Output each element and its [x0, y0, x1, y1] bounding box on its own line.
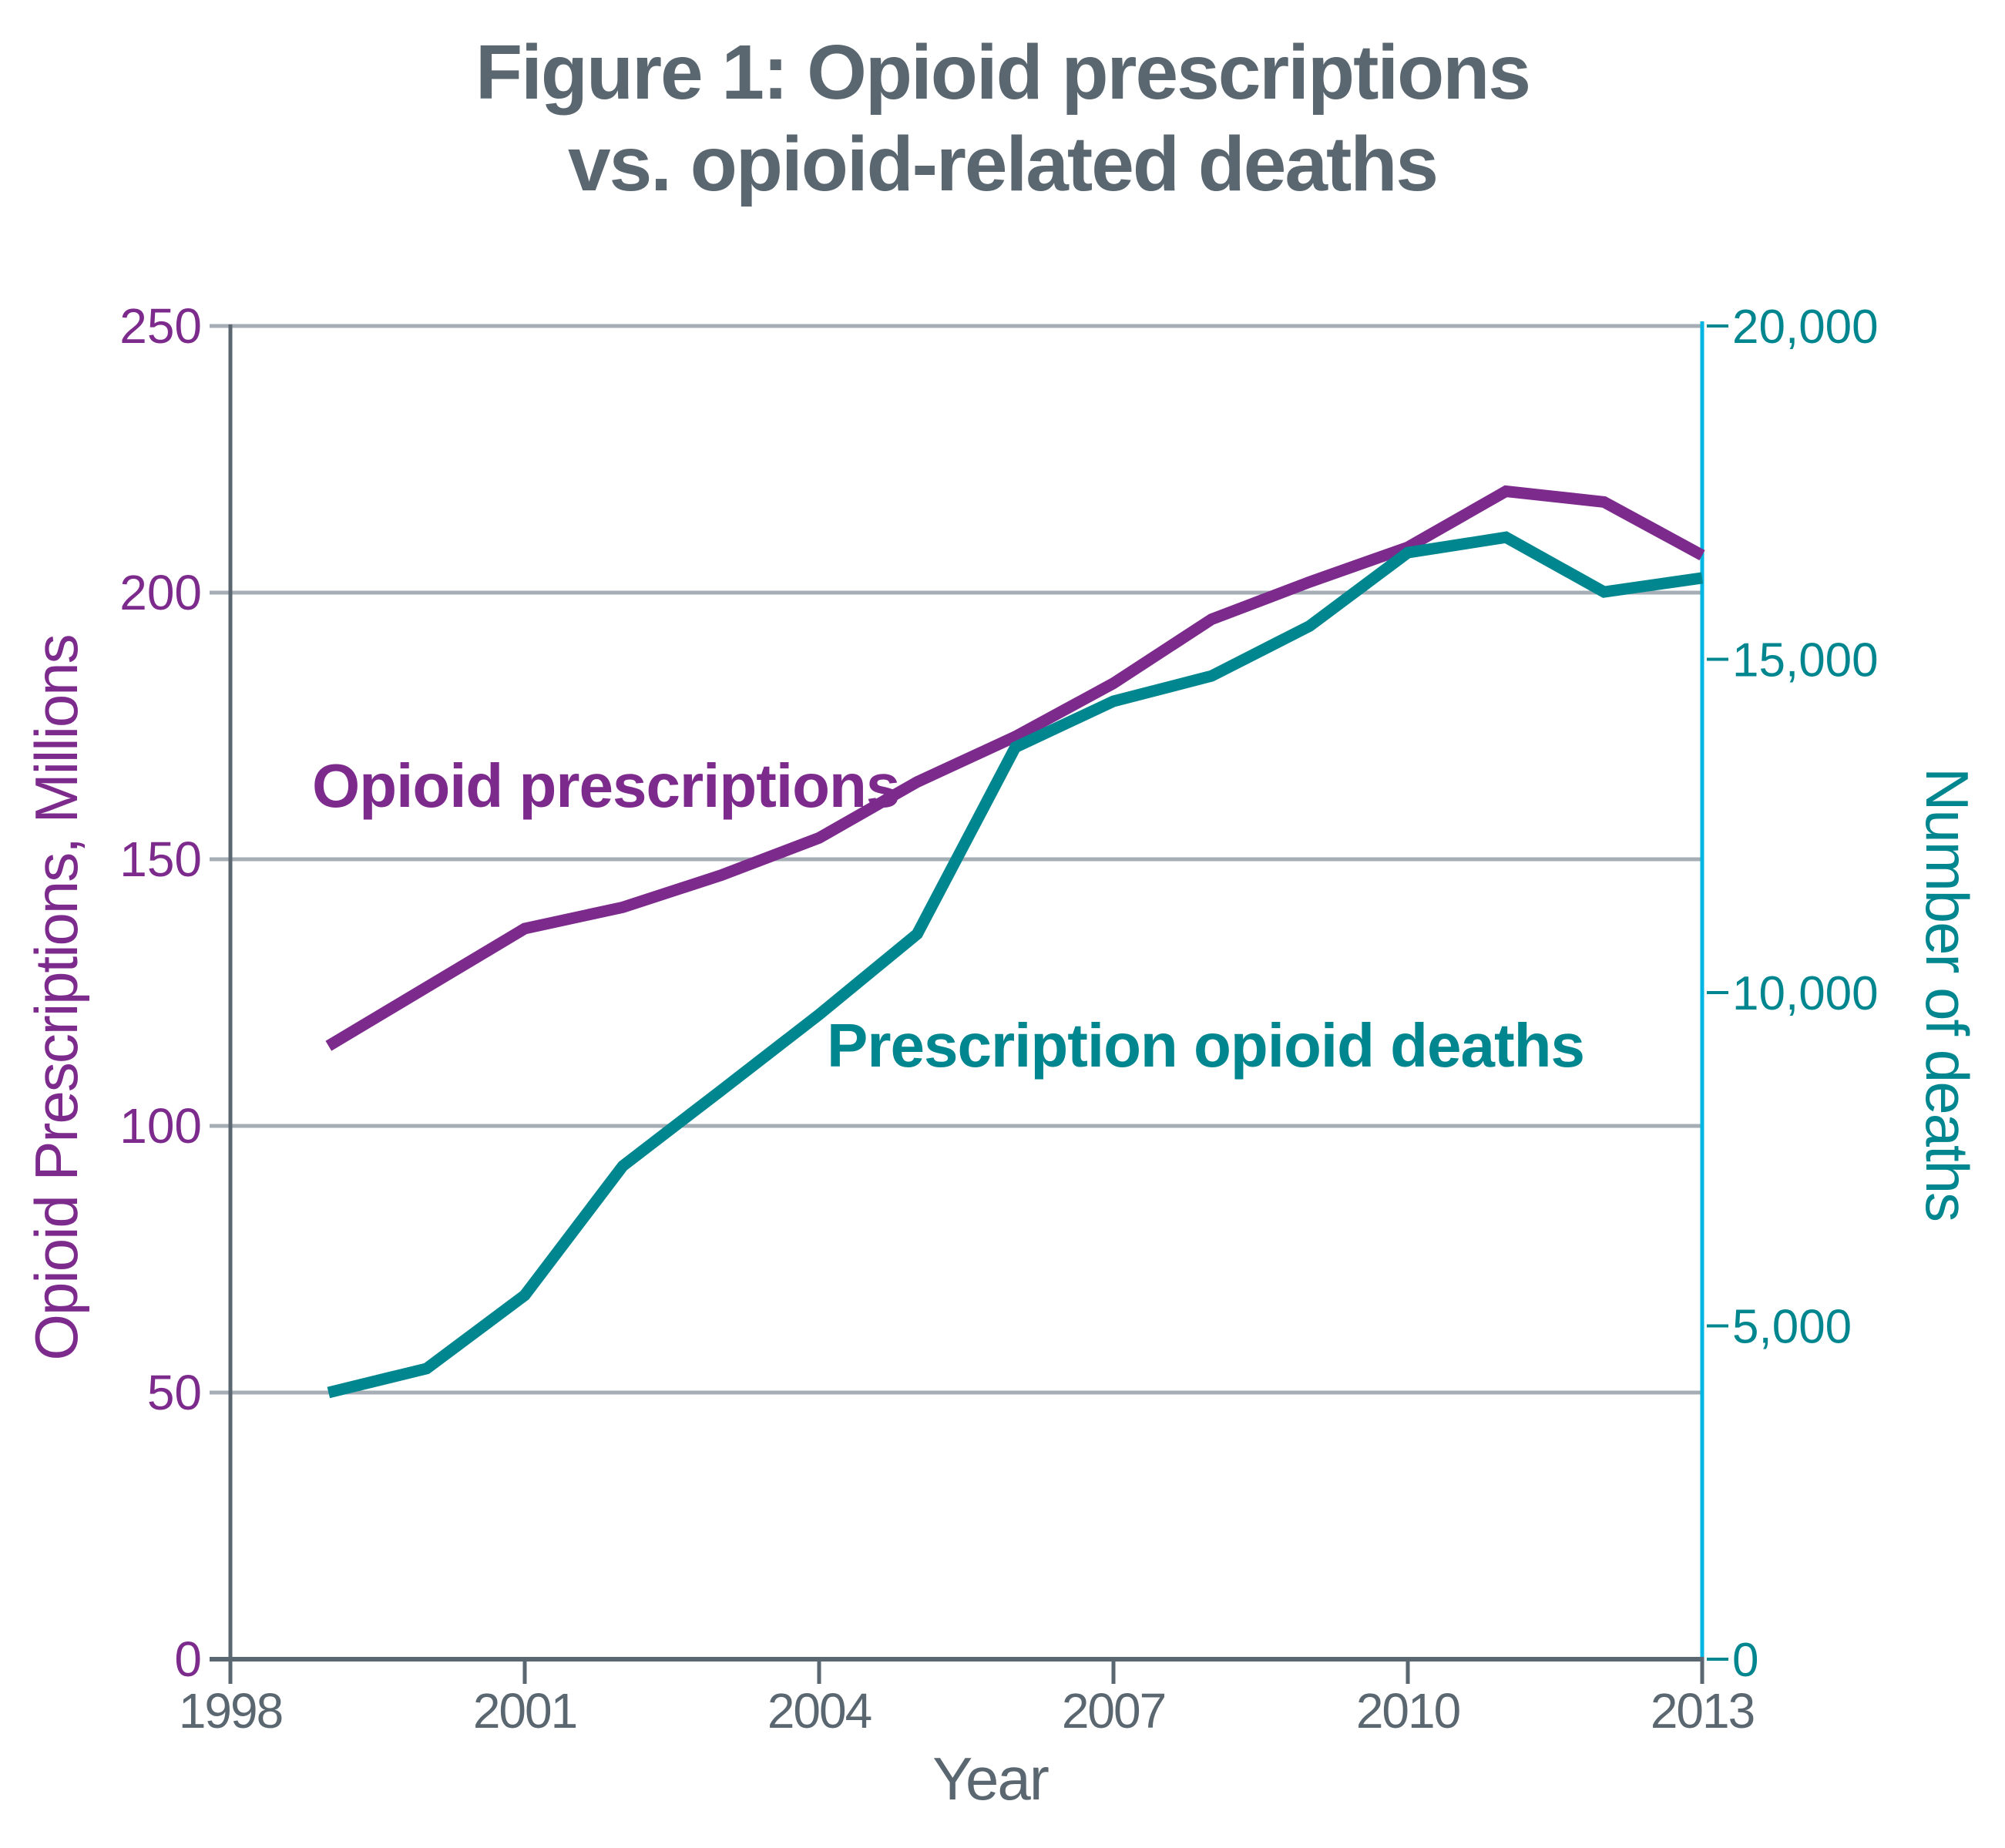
right-axis-ticks: 0 5,000 10,000 15,000 20,000: [1707, 301, 1879, 1687]
y-tick-label-right: 20,000: [1732, 301, 1879, 354]
x-tick-label: 2013: [1651, 1683, 1754, 1739]
series-lines: [325, 485, 1705, 1399]
x-axis-label: Year: [932, 1745, 1049, 1813]
y-tick-label-left: 250: [119, 298, 202, 354]
left-axis-ticks: 0 50 100 150 200 250: [119, 298, 202, 1687]
x-tick-label: 1998: [179, 1683, 282, 1739]
x-tick-label: 2001: [473, 1683, 576, 1739]
series-label-opioid-prescriptions: Opioid prescriptions: [312, 751, 899, 820]
y-axis-left-label: Opioid Prescriptions, Millions: [22, 635, 90, 1360]
x-tick-label: 2007: [1062, 1683, 1165, 1739]
x-tick-label: 2010: [1356, 1683, 1460, 1739]
line-prescription-opioid-deaths: [327, 531, 1704, 1399]
chart-title-line-2: vs. opioid-related deaths: [568, 121, 1437, 207]
y-axis-right-label: Number of deaths: [1913, 768, 1981, 1221]
x-axis-ticks: 1998 2001 2004 2007 2010 2013: [179, 1657, 1755, 1739]
y-tick-label-right: 5,000: [1732, 1301, 1852, 1354]
y-tick-label-left: 200: [119, 565, 202, 620]
y-tick-label-right: 0: [1732, 1634, 1758, 1687]
y-tick-label-right: 10,000: [1732, 967, 1879, 1020]
y-tick-label-left: 100: [119, 1098, 202, 1154]
chart-title-line-1: Figure 1: Opioid prescriptions: [475, 29, 1530, 116]
axes: [210, 321, 1704, 1684]
y-tick-label-right: 15,000: [1732, 634, 1879, 687]
y-tick-label-left: 50: [147, 1365, 202, 1420]
x-tick-label: 2004: [767, 1683, 872, 1739]
series-label-prescription-opioid-deaths: Prescription opioid deaths: [827, 1011, 1584, 1080]
y-tick-label-left: 0: [174, 1631, 202, 1687]
y-tick-label-left: 150: [119, 832, 202, 887]
